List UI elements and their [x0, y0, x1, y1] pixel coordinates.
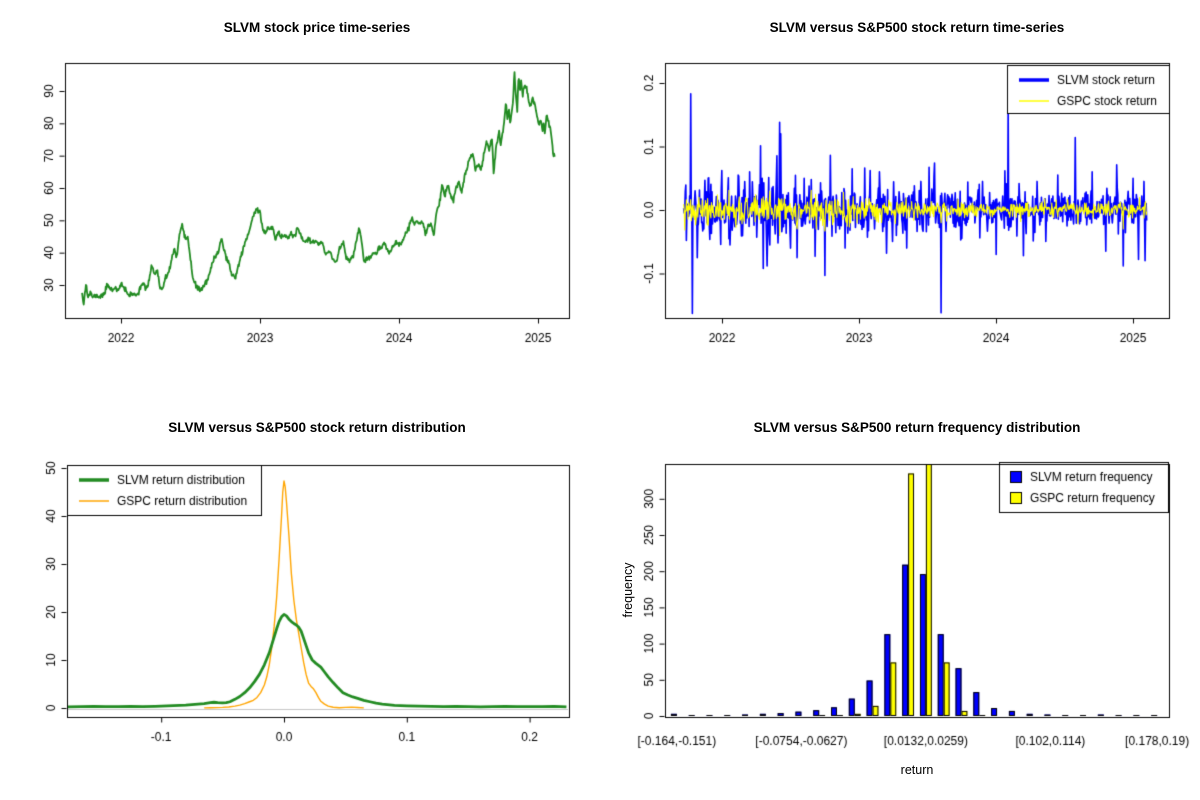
histogram-y-axis-label: frequency	[621, 562, 635, 618]
histogram-x-axis-label: return	[900, 763, 934, 777]
histogram-chart-panel: SLVM versus S&P500 return frequency dist…	[600, 400, 1200, 800]
price-chart-title: SLVM stock price time-series	[223, 20, 411, 35]
density-chart-panel: SLVM versus S&P500 stock return distribu…	[0, 400, 600, 800]
returns-chart-canvas	[600, 0, 1200, 400]
returns-chart-panel: SLVM versus S&P500 stock return time-ser…	[600, 0, 1200, 400]
returns-chart-title: SLVM versus S&P500 stock return time-ser…	[769, 20, 1065, 35]
price-chart-panel: SLVM stock price time-series	[0, 0, 600, 400]
density-chart-title: SLVM versus S&P500 stock return distribu…	[168, 420, 466, 435]
density-chart-canvas	[0, 400, 600, 800]
histogram-chart-title: SLVM versus S&P500 return frequency dist…	[753, 420, 1081, 435]
histogram-chart-canvas	[600, 400, 1200, 800]
price-chart-canvas	[0, 0, 600, 400]
